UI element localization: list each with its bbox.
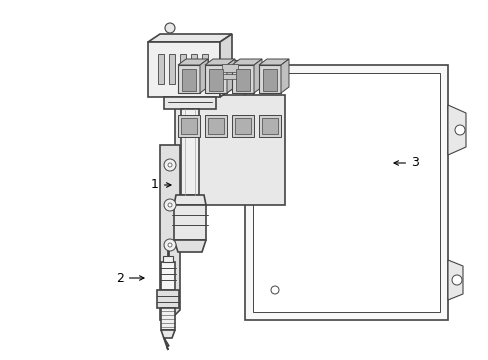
Polygon shape (174, 240, 205, 252)
Circle shape (454, 125, 464, 135)
Polygon shape (222, 74, 238, 79)
Polygon shape (252, 73, 439, 312)
Polygon shape (281, 59, 288, 93)
Polygon shape (178, 65, 200, 93)
Polygon shape (161, 262, 175, 290)
Polygon shape (204, 65, 226, 93)
Polygon shape (174, 205, 205, 240)
Polygon shape (207, 118, 224, 134)
Circle shape (163, 239, 176, 251)
Polygon shape (161, 308, 175, 330)
Circle shape (163, 159, 176, 171)
Text: 3: 3 (393, 157, 418, 170)
Polygon shape (178, 59, 207, 65)
Polygon shape (220, 34, 231, 97)
Polygon shape (226, 59, 235, 93)
Polygon shape (262, 118, 278, 134)
Polygon shape (178, 115, 200, 137)
Polygon shape (259, 59, 288, 65)
Polygon shape (163, 97, 216, 109)
Polygon shape (235, 118, 250, 134)
Circle shape (270, 286, 279, 294)
Polygon shape (204, 115, 226, 137)
Polygon shape (174, 195, 205, 205)
Polygon shape (222, 64, 238, 72)
Text: 1: 1 (151, 179, 171, 192)
Polygon shape (208, 69, 223, 91)
Polygon shape (148, 42, 220, 97)
Circle shape (164, 23, 175, 33)
Polygon shape (148, 34, 231, 42)
Polygon shape (182, 69, 196, 91)
Polygon shape (253, 59, 262, 93)
Polygon shape (259, 65, 281, 93)
Circle shape (163, 199, 176, 211)
Polygon shape (181, 118, 197, 134)
Text: 2: 2 (116, 271, 143, 284)
Polygon shape (191, 54, 197, 84)
Polygon shape (181, 109, 199, 195)
Polygon shape (447, 105, 465, 155)
Polygon shape (231, 115, 253, 137)
Polygon shape (200, 59, 207, 93)
Polygon shape (231, 65, 253, 93)
Polygon shape (169, 54, 175, 84)
Polygon shape (236, 69, 249, 91)
Circle shape (451, 275, 461, 285)
Circle shape (168, 243, 172, 247)
Polygon shape (447, 260, 462, 300)
Polygon shape (161, 330, 175, 350)
Polygon shape (204, 59, 235, 65)
Polygon shape (231, 59, 262, 65)
Polygon shape (163, 256, 173, 262)
Polygon shape (180, 54, 185, 84)
Polygon shape (244, 65, 447, 320)
Polygon shape (259, 115, 281, 137)
Polygon shape (157, 290, 179, 308)
Circle shape (168, 163, 172, 167)
Polygon shape (220, 60, 240, 82)
Circle shape (168, 203, 172, 207)
Polygon shape (158, 54, 163, 84)
Polygon shape (160, 145, 180, 320)
Polygon shape (263, 69, 276, 91)
Polygon shape (202, 54, 207, 84)
Polygon shape (175, 95, 285, 205)
